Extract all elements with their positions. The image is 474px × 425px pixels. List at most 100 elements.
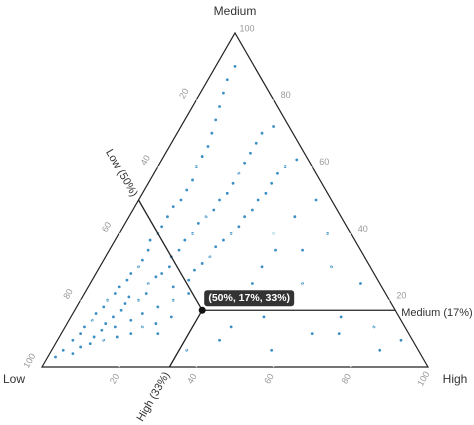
point [196,221,200,225]
point [187,292,191,295]
point [125,278,129,282]
point [154,275,158,279]
point [399,338,403,342]
point [214,245,218,249]
tick-label: 80 [61,287,75,301]
point [193,268,196,272]
point [54,355,57,359]
point [123,302,127,305]
point [314,198,318,202]
point [94,312,98,315]
point [225,191,229,195]
point [129,318,133,322]
point [144,292,148,295]
point [79,332,82,335]
point [166,215,169,219]
point [183,238,187,242]
point [171,285,175,289]
point [117,285,121,289]
tick-label: 40 [138,153,152,167]
point [200,262,204,265]
point [260,265,264,269]
point [191,178,194,182]
point [218,105,221,108]
crosshair [168,309,203,368]
point [115,335,119,339]
tick-label: 20 [396,291,406,301]
point [92,335,96,339]
point [276,171,279,175]
point [167,265,171,269]
point [262,315,266,319]
point [295,158,299,162]
tick-label: 40 [185,372,199,386]
point [171,205,175,209]
point [119,308,123,312]
axis-title: High [443,372,468,386]
point [179,198,183,202]
tick-label: 20 [108,372,122,386]
point [140,258,144,262]
tick-label: 60 [262,372,276,386]
point [113,292,117,295]
triangle [40,31,430,368]
tick-label: 40 [358,224,368,234]
axis-title: Medium [214,4,257,18]
point [231,181,235,185]
grid-line [157,166,275,368]
point [229,325,233,329]
grid-line [80,299,120,368]
point [146,248,150,252]
tick-label: 60 [100,220,114,234]
point [113,325,117,329]
grid-line [273,233,352,368]
grid-line [350,299,390,368]
grid [40,31,430,368]
point [249,151,252,155]
point [339,315,343,319]
point [100,328,104,332]
point [104,322,108,325]
point [274,248,277,252]
point [61,348,65,352]
point [237,225,241,229]
point [112,315,115,319]
axis-title: Low [3,372,25,386]
point [214,118,218,122]
point [250,208,254,212]
point [270,348,274,352]
point [337,332,341,335]
point [79,345,82,349]
point [218,198,221,202]
point [148,238,152,242]
hover-axis-label: Medium (17%) [401,307,473,319]
point [260,131,264,135]
point [129,272,133,275]
tick-label: 20 [177,87,191,101]
point [310,332,314,335]
tick-label: 80 [281,90,291,100]
point [88,342,92,346]
point [154,322,158,325]
point [222,238,225,242]
point [270,181,274,185]
point [140,312,144,315]
point [177,248,181,252]
point [243,215,247,219]
hover-axis-label: High (33%) [135,370,173,424]
point [169,315,173,319]
point [250,282,254,285]
grid-line [118,99,275,368]
point [156,305,160,309]
tick-label: 80 [339,372,353,386]
grid-line [195,166,313,368]
point [301,248,304,252]
point [293,215,297,219]
point [256,198,260,202]
point [156,332,160,335]
point [102,305,106,309]
point [212,208,216,212]
tick-label: 60 [319,157,329,167]
point [129,332,133,335]
